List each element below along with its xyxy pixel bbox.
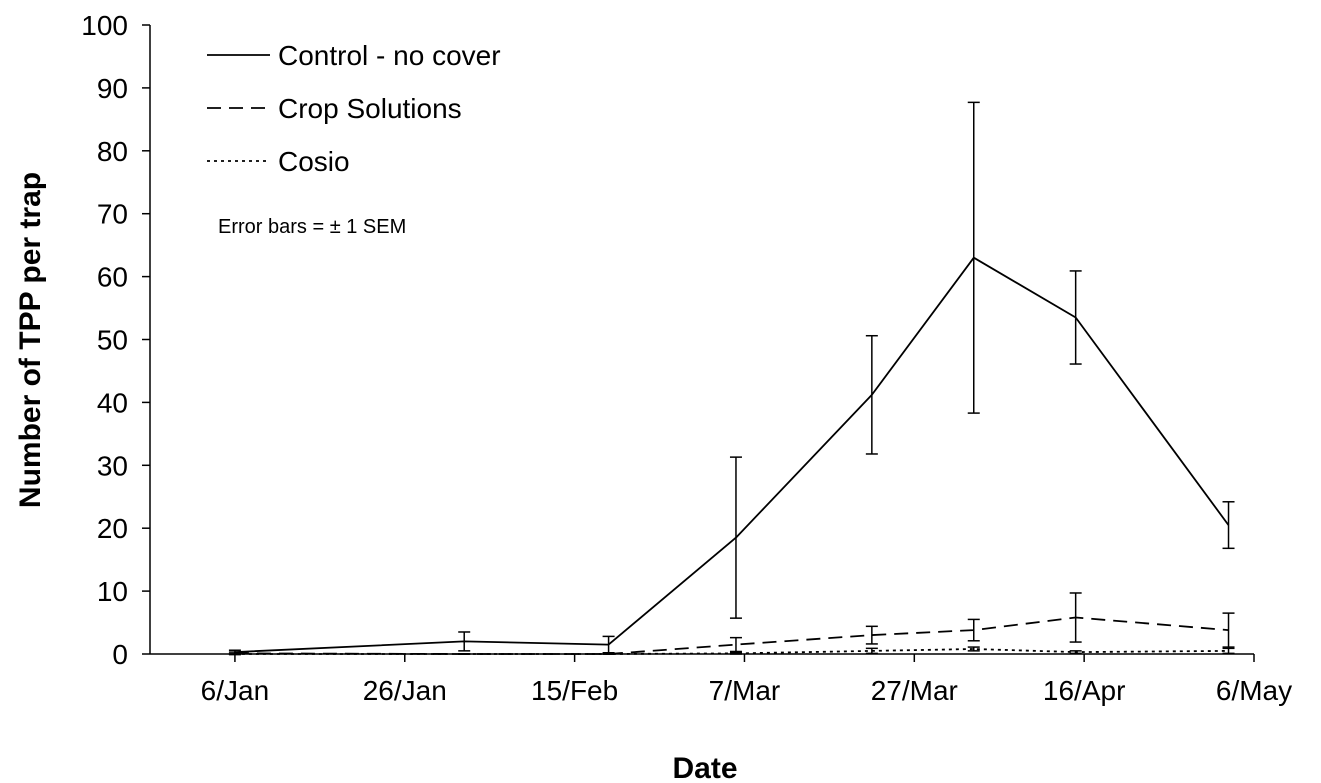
x-tick-label: 16/Apr [1043, 675, 1126, 706]
x-tick-label: 26/Jan [363, 675, 447, 706]
y-tick-label: 10 [97, 576, 128, 607]
legend-label: Cosio [278, 146, 350, 177]
series-dotted [228, 646, 1235, 655]
y-axis-ticks: 0 10 20 30 40 50 60 70 80 90 100 [81, 10, 150, 670]
series-solid [228, 101, 1235, 655]
legend-item: Cosio [207, 146, 350, 177]
error-bar [1222, 501, 1235, 550]
series-line [234, 616, 1229, 655]
legend: Control - no cover Crop Solutions Cosio [207, 40, 501, 177]
y-tick-label: 90 [97, 73, 128, 104]
x-tick-label: 27/Mar [871, 675, 958, 706]
error-bar [865, 625, 878, 645]
series-line [234, 648, 1229, 655]
y-tick-label: 80 [97, 136, 128, 167]
x-tick-label: 15/Feb [531, 675, 618, 706]
error-bar [602, 635, 615, 654]
error-bar [865, 647, 878, 655]
legend-label: Control - no cover [278, 40, 501, 71]
error-bar-note: Error bars = ± 1 SEM [218, 216, 406, 238]
y-axis-title: Number of TPP per trap [14, 172, 47, 508]
error-bar [1069, 650, 1082, 655]
y-tick-label: 20 [97, 513, 128, 544]
x-tick-label: 6/May [1216, 675, 1292, 706]
legend-item: Crop Solutions [207, 93, 462, 124]
error-bar [1222, 612, 1235, 648]
x-tick-label: 6/Jan [201, 675, 270, 706]
error-bar [1069, 592, 1082, 643]
x-axis-title: Date [672, 752, 737, 783]
error-bar [458, 631, 471, 652]
series-line [234, 256, 1230, 653]
error-bar [1069, 270, 1082, 365]
error-bar [967, 101, 980, 414]
error-bar [1222, 647, 1235, 655]
error-bar [729, 636, 742, 653]
error-bar [967, 646, 980, 652]
y-tick-label: 0 [112, 639, 128, 670]
y-tick-label: 30 [97, 450, 128, 481]
x-axis-ticks: 6/Jan 26/Jan 15/Feb 7/Mar 27/Mar 16/Apr 6/May [201, 654, 1292, 706]
error-bar [729, 651, 742, 655]
y-tick-label: 70 [97, 199, 128, 230]
y-tick-label: 50 [97, 325, 128, 356]
legend-label: Crop Solutions [278, 93, 462, 124]
error-bar [967, 618, 980, 642]
error-bar [729, 456, 742, 619]
series-layer [228, 101, 1235, 656]
y-tick-label: 60 [97, 262, 128, 293]
error-bar [865, 334, 878, 455]
legend-item: Control - no cover [207, 40, 501, 71]
y-tick-label: 100 [81, 10, 128, 41]
x-tick-label: 7/Mar [709, 675, 781, 706]
y-tick-label: 40 [97, 387, 128, 418]
